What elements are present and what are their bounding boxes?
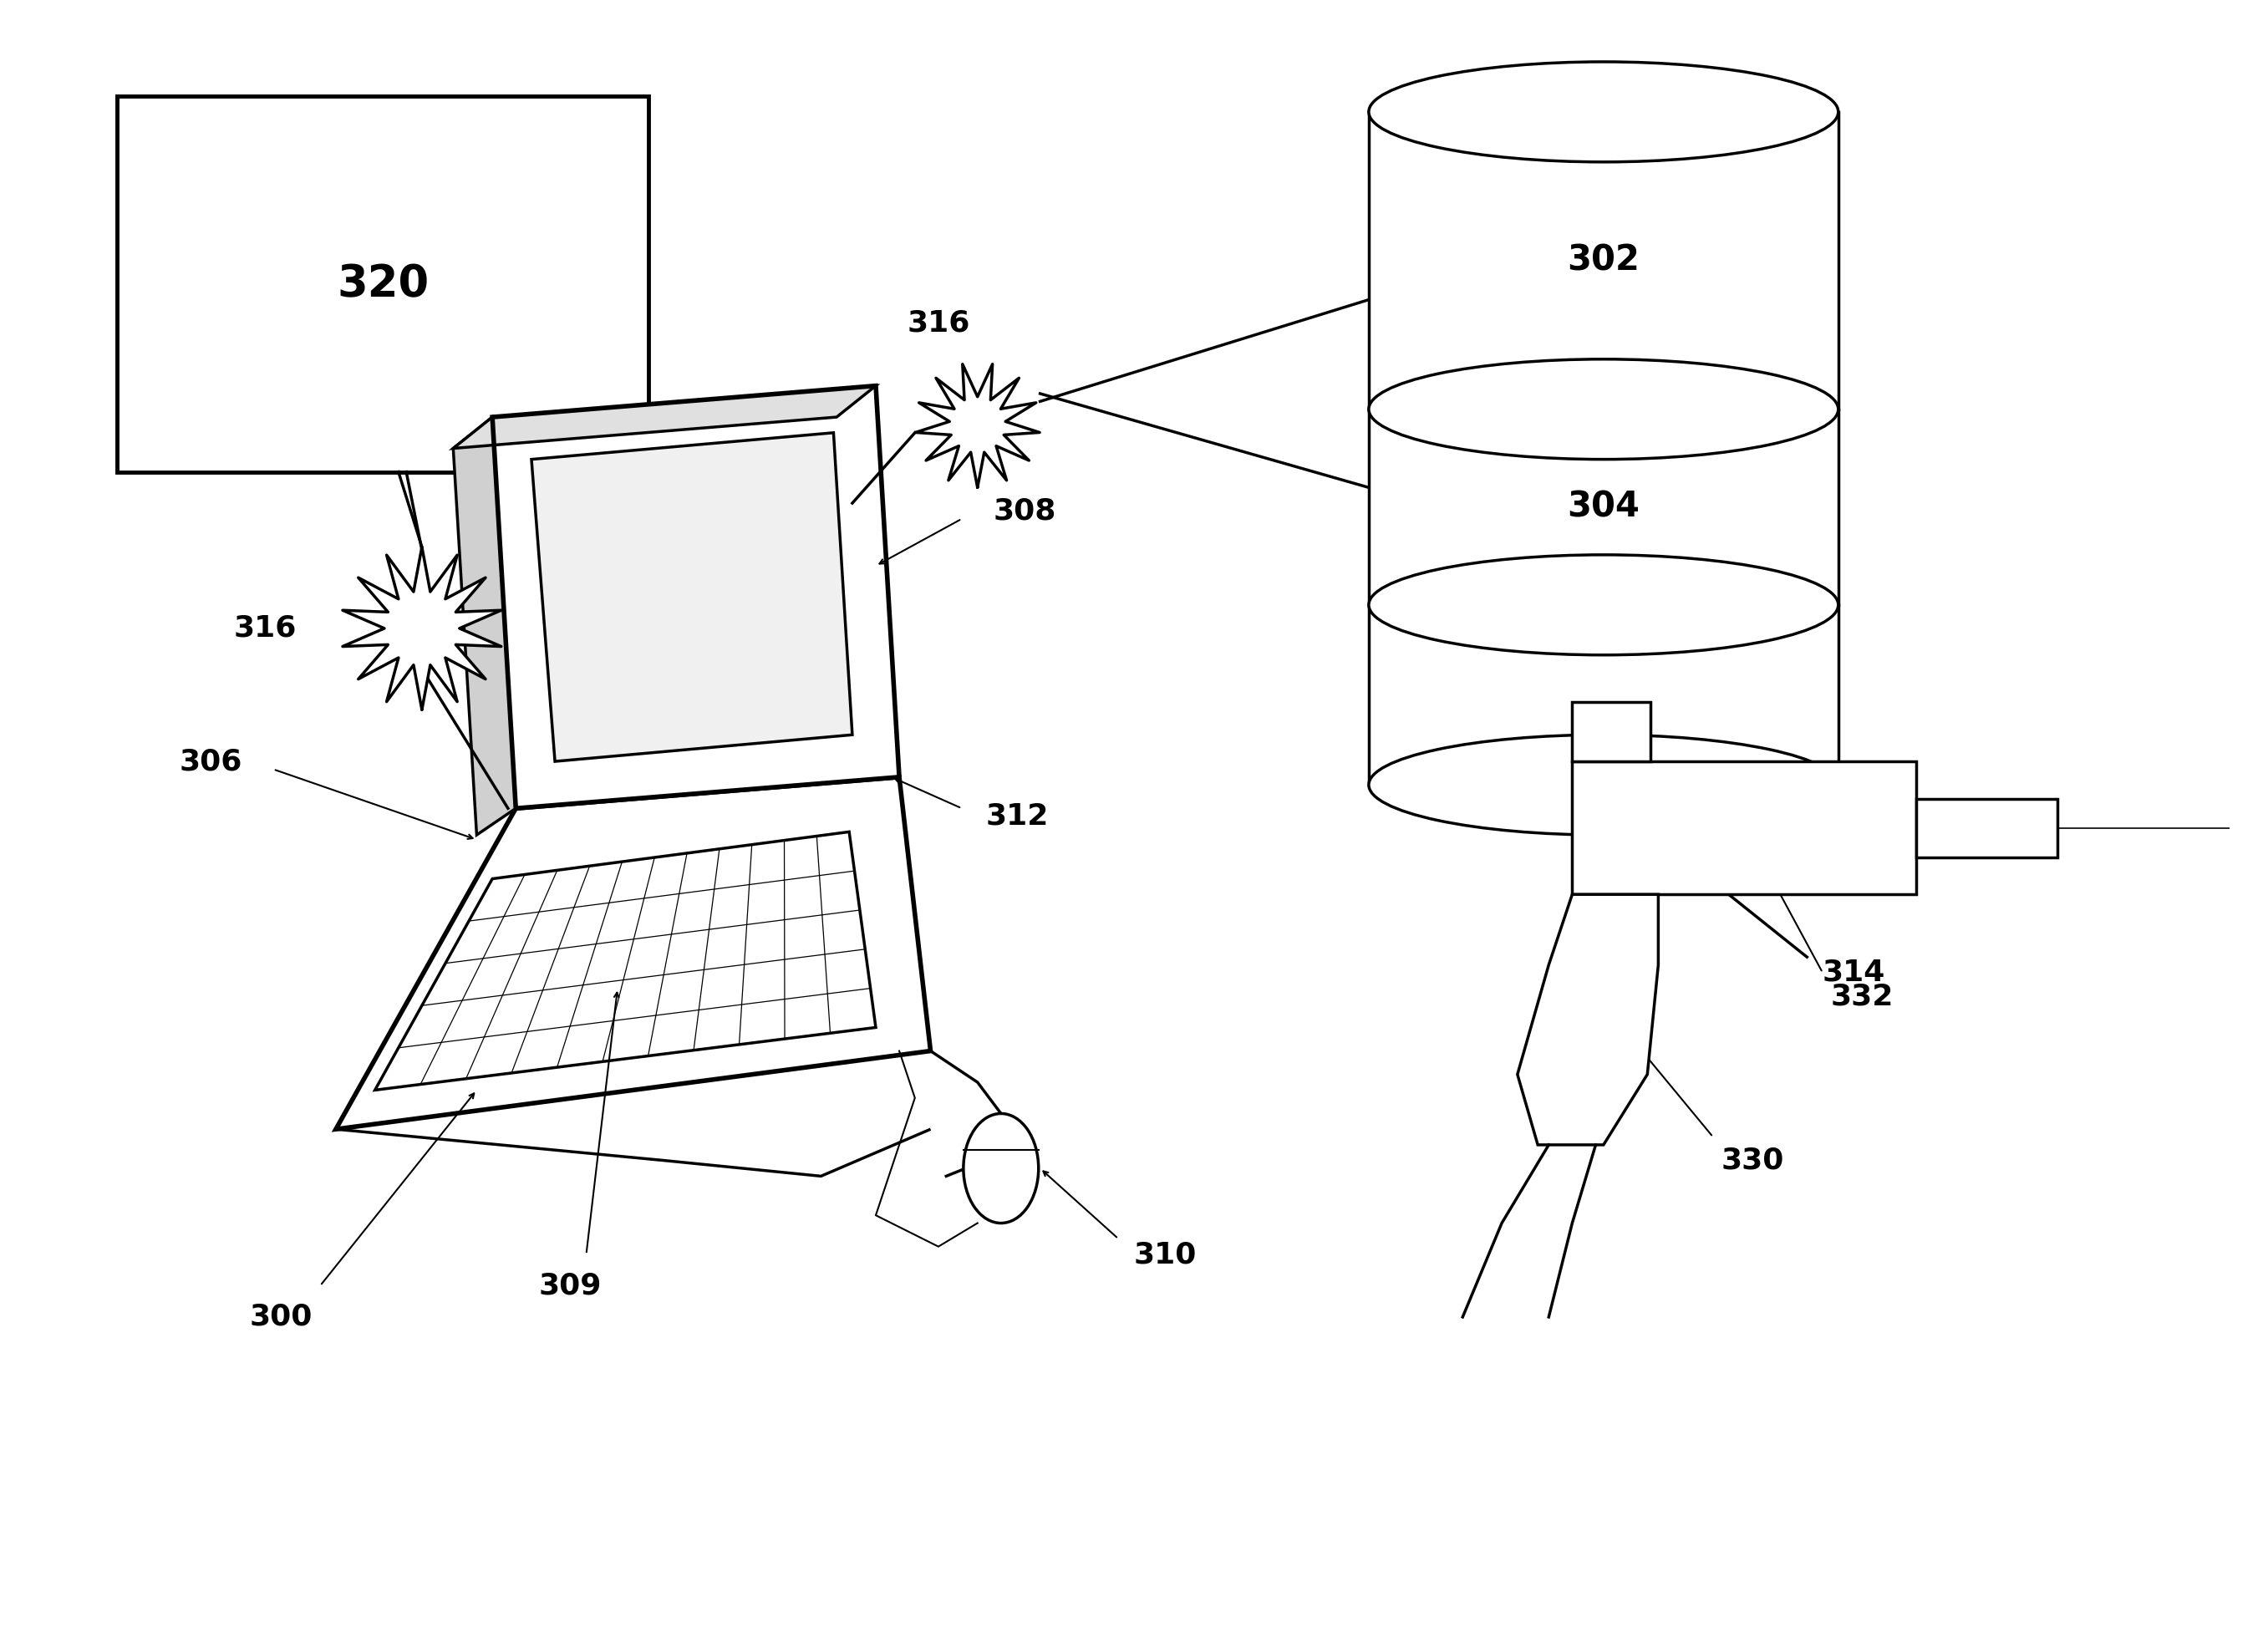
Polygon shape (1517, 895, 1658, 1145)
Text: 310: 310 (1134, 1241, 1198, 1269)
Text: 330: 330 (1721, 1147, 1785, 1175)
Text: 306: 306 (179, 747, 243, 776)
Polygon shape (454, 417, 515, 836)
Ellipse shape (1370, 555, 1839, 654)
Text: 316: 316 (234, 615, 297, 643)
Polygon shape (342, 547, 501, 710)
Ellipse shape (1370, 735, 1839, 836)
Text: 320: 320 (336, 262, 429, 307)
Polygon shape (374, 832, 875, 1089)
Polygon shape (531, 433, 853, 761)
Text: 309: 309 (540, 1272, 601, 1300)
Text: 302: 302 (1567, 242, 1640, 279)
Text: 316: 316 (907, 308, 971, 338)
Text: 332: 332 (1830, 982, 1894, 1010)
Ellipse shape (964, 1114, 1039, 1223)
Bar (1916, 799, 2057, 857)
Bar (116, 96, 649, 471)
Text: 308: 308 (993, 496, 1057, 526)
Polygon shape (492, 386, 898, 809)
Text: 304: 304 (1567, 489, 1640, 524)
Ellipse shape (1370, 61, 1839, 162)
Text: 314: 314 (1823, 959, 1885, 987)
Polygon shape (916, 364, 1039, 488)
Text: 300: 300 (249, 1304, 313, 1332)
FancyBboxPatch shape (1572, 761, 1916, 895)
Polygon shape (454, 386, 875, 448)
FancyBboxPatch shape (1572, 702, 1651, 761)
Ellipse shape (1370, 359, 1839, 460)
Text: 312: 312 (984, 803, 1048, 831)
Polygon shape (336, 778, 930, 1129)
